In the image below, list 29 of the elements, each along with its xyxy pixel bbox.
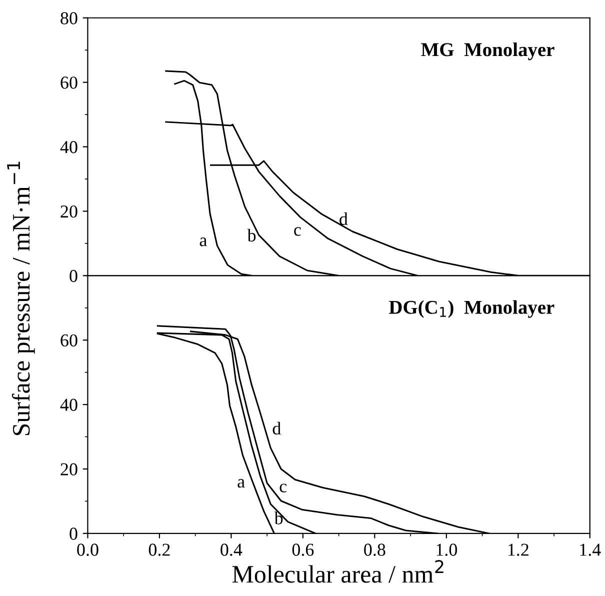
y-axis-title: Surface pressure / mN·m$^{−1}$ [7,162,35,436]
y-tick-label: 20 [60,463,78,476]
y-tick-label: 60 [60,76,78,89]
text: DG(C$_{1}$) Monolayer [389,300,554,318]
x-tick-label: 0.6 [292,544,314,556]
series-label: a [200,238,207,246]
y-tick-label: 80 [60,12,78,24]
x-tick-label: 0.0 [77,544,98,556]
y-tick-label: 40 [60,141,78,154]
x-tick-label: 1.4 [580,544,601,556]
text: MG Monolayer [421,42,554,60]
y-tick-label: 0 [70,270,78,282]
series-label: d [272,422,281,435]
x-tick-label: 0.8 [364,544,386,556]
x-axis-title: Molecular area / nm$^{2}$ [232,560,444,583]
series-label: d [340,212,348,226]
series-label: c [280,484,287,492]
x-tick-label: 1.2 [508,544,528,556]
y-tick-label: 60 [60,334,78,347]
series-label: b [247,228,256,242]
y-tick-label: 0 [70,528,78,540]
series-label: b [274,512,283,524]
series-label: c [294,227,301,236]
y-tick-label: 40 [60,398,78,411]
x-tick-label: 0.4 [220,544,242,556]
x-tick-label: 0.2 [148,544,170,556]
y-tick-label: 20 [60,205,78,218]
x-tick-label: 1.0 [436,544,457,556]
series-label: a [238,479,245,488]
